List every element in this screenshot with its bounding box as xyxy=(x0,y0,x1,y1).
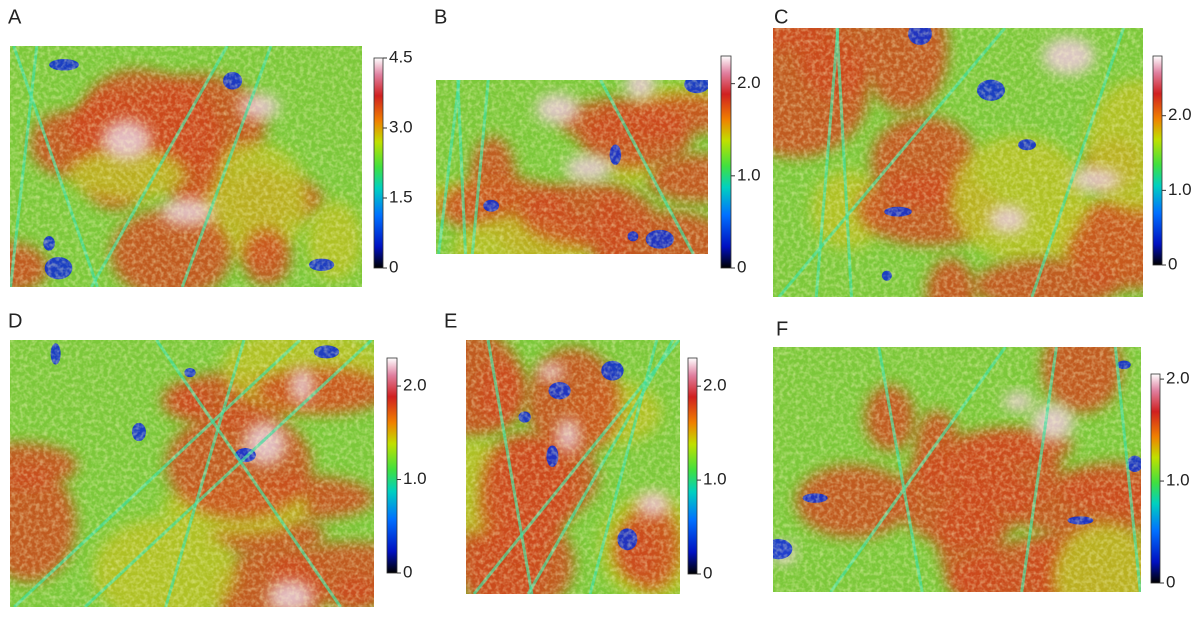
panel-label: D xyxy=(8,310,22,332)
colorbar-tick-label: 2.0 xyxy=(1168,105,1192,124)
colorbar xyxy=(1150,373,1161,584)
colorbar-tick-label: 2.0 xyxy=(1166,369,1190,388)
height-map xyxy=(773,347,1141,592)
colorbar-tick-label: 0 xyxy=(1168,254,1177,273)
colorbar-tick-label: 1.0 xyxy=(1166,471,1190,490)
colorbar-tick-label: 1.0 xyxy=(703,470,727,489)
map-texture xyxy=(466,340,680,594)
colorbar-tick-label: 2.0 xyxy=(403,376,427,395)
panel-label: E xyxy=(444,310,457,332)
colorbar-tick-label: 2.0 xyxy=(703,376,727,395)
map-texture xyxy=(773,347,1141,592)
map-texture xyxy=(436,80,708,254)
colorbar xyxy=(720,55,732,269)
colorbar-tick-label: 0 xyxy=(737,257,746,276)
map-texture xyxy=(10,340,374,607)
colorbar-tick-label: 2.0 xyxy=(737,73,761,92)
map-texture xyxy=(10,46,362,287)
height-map xyxy=(10,340,374,607)
panel-label: C xyxy=(774,6,788,28)
height-map xyxy=(773,28,1143,297)
panel-label: F xyxy=(776,318,788,340)
colorbar-tick-label: 4.5 xyxy=(389,47,413,66)
colorbar xyxy=(687,357,698,575)
colorbar xyxy=(1152,55,1163,266)
colorbar-tick-label: 1.0 xyxy=(403,469,427,488)
colorbar-tick-label: 0 xyxy=(703,563,712,582)
colorbar-tick-label: 0 xyxy=(389,257,398,276)
colorbar-tick-label: 0 xyxy=(403,562,412,581)
colorbar-tick-label: 1.5 xyxy=(389,187,413,206)
colorbar-tick-label: 0 xyxy=(1166,572,1175,591)
map-texture xyxy=(773,28,1143,297)
colorbar-tick-label: 1.0 xyxy=(737,165,761,184)
panel-label: B xyxy=(434,6,447,28)
colorbar-tick-label: 1.0 xyxy=(1168,180,1192,199)
colorbar xyxy=(373,57,384,269)
height-map xyxy=(10,46,362,287)
panel-label: A xyxy=(8,6,22,28)
height-map xyxy=(436,80,708,254)
colorbar-tick-label: 3.0 xyxy=(389,117,413,136)
colorbar xyxy=(386,357,398,574)
height-map xyxy=(466,340,680,594)
